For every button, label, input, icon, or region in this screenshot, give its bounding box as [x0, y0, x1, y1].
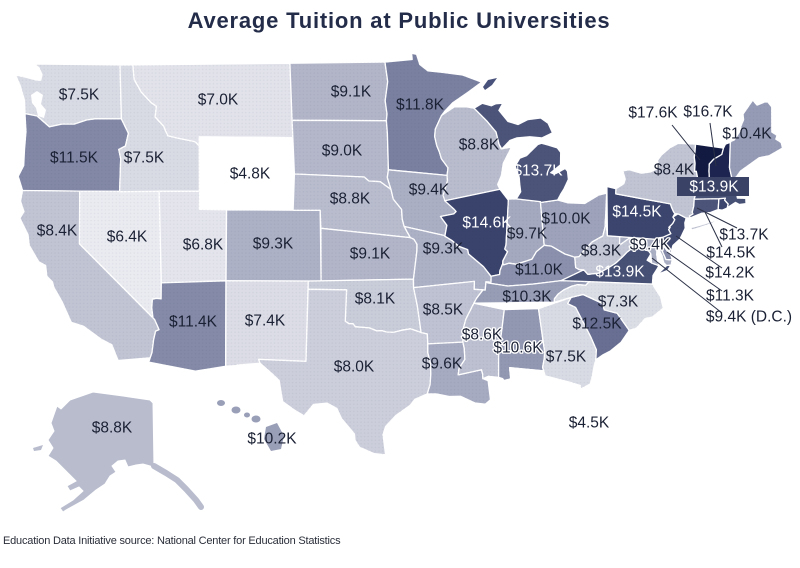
- svg-text:$8.0K: $8.0K: [334, 359, 375, 376]
- svg-text:$6.4K: $6.4K: [107, 229, 148, 246]
- svg-text:$16.7K: $16.7K: [683, 104, 733, 121]
- svg-text:$9.4K: $9.4K: [630, 237, 671, 254]
- svg-text:$8.4K: $8.4K: [654, 162, 695, 179]
- svg-text:$9.0K: $9.0K: [322, 143, 363, 160]
- svg-text:$4.8K: $4.8K: [230, 166, 271, 183]
- svg-text:$14.2K: $14.2K: [705, 265, 755, 282]
- svg-text:$17.6K: $17.6K: [628, 105, 678, 122]
- svg-text:$7.5K: $7.5K: [546, 349, 587, 366]
- svg-text:$14.5K: $14.5K: [706, 245, 756, 262]
- svg-text:$13.9K: $13.9K: [689, 179, 739, 196]
- svg-text:$8.4K: $8.4K: [37, 223, 78, 240]
- svg-text:$13.7K: $13.7K: [513, 163, 563, 180]
- svg-text:$10.4K: $10.4K: [722, 126, 772, 143]
- svg-text:$14.5K: $14.5K: [612, 204, 662, 221]
- svg-text:Average Tuition at Public Univ: Average Tuition at Public Universities: [188, 8, 611, 33]
- svg-text:Education Data Initiative sour: Education Data Initiative source: Nation…: [3, 535, 341, 547]
- svg-text:$14.6K: $14.6K: [462, 215, 512, 232]
- svg-text:$11.5K: $11.5K: [50, 150, 99, 167]
- svg-text:$7.3K: $7.3K: [598, 294, 639, 311]
- svg-text:$11.3K: $11.3K: [706, 288, 755, 305]
- svg-text:$9.1K: $9.1K: [331, 84, 372, 101]
- svg-text:$8.1K: $8.1K: [355, 291, 396, 308]
- svg-text:$11.4K: $11.4K: [169, 314, 218, 331]
- svg-text:$4.5K: $4.5K: [569, 415, 610, 432]
- svg-text:$9.4K: $9.4K: [409, 182, 450, 199]
- svg-text:$7.4K: $7.4K: [245, 313, 286, 330]
- svg-text:$13.9K: $13.9K: [595, 264, 645, 281]
- svg-text:$12.5K: $12.5K: [572, 316, 622, 333]
- svg-text:$10.3K: $10.3K: [502, 289, 552, 306]
- svg-text:$10.6K: $10.6K: [493, 340, 543, 357]
- svg-text:$8.8K: $8.8K: [92, 420, 133, 437]
- svg-text:$11.0K: $11.0K: [515, 262, 564, 279]
- svg-text:$9.3K: $9.3K: [423, 241, 464, 258]
- svg-text:$7.5K: $7.5K: [124, 150, 165, 167]
- svg-text:$9.4K (D.C.): $9.4K (D.C.): [706, 309, 792, 326]
- svg-text:$6.8K: $6.8K: [183, 237, 224, 254]
- svg-text:$9.7K: $9.7K: [507, 226, 548, 243]
- svg-text:$10.2K: $10.2K: [247, 431, 297, 448]
- svg-text:$7.0K: $7.0K: [198, 92, 239, 109]
- svg-text:$8.5K: $8.5K: [423, 302, 464, 319]
- svg-text:$10.0K: $10.0K: [541, 211, 591, 228]
- svg-text:$11.8K: $11.8K: [396, 97, 445, 114]
- svg-text:$8.8K: $8.8K: [330, 191, 371, 208]
- svg-text:$8.3K: $8.3K: [581, 243, 622, 260]
- svg-text:$9.1K: $9.1K: [350, 246, 391, 263]
- svg-text:$8.8K: $8.8K: [459, 137, 500, 154]
- svg-text:$9.6K: $9.6K: [422, 356, 463, 373]
- svg-text:$8.6K: $8.6K: [462, 327, 503, 344]
- svg-text:$9.3K: $9.3K: [253, 236, 294, 253]
- svg-text:$13.7K: $13.7K: [719, 227, 769, 244]
- svg-text:$7.5K: $7.5K: [59, 87, 100, 104]
